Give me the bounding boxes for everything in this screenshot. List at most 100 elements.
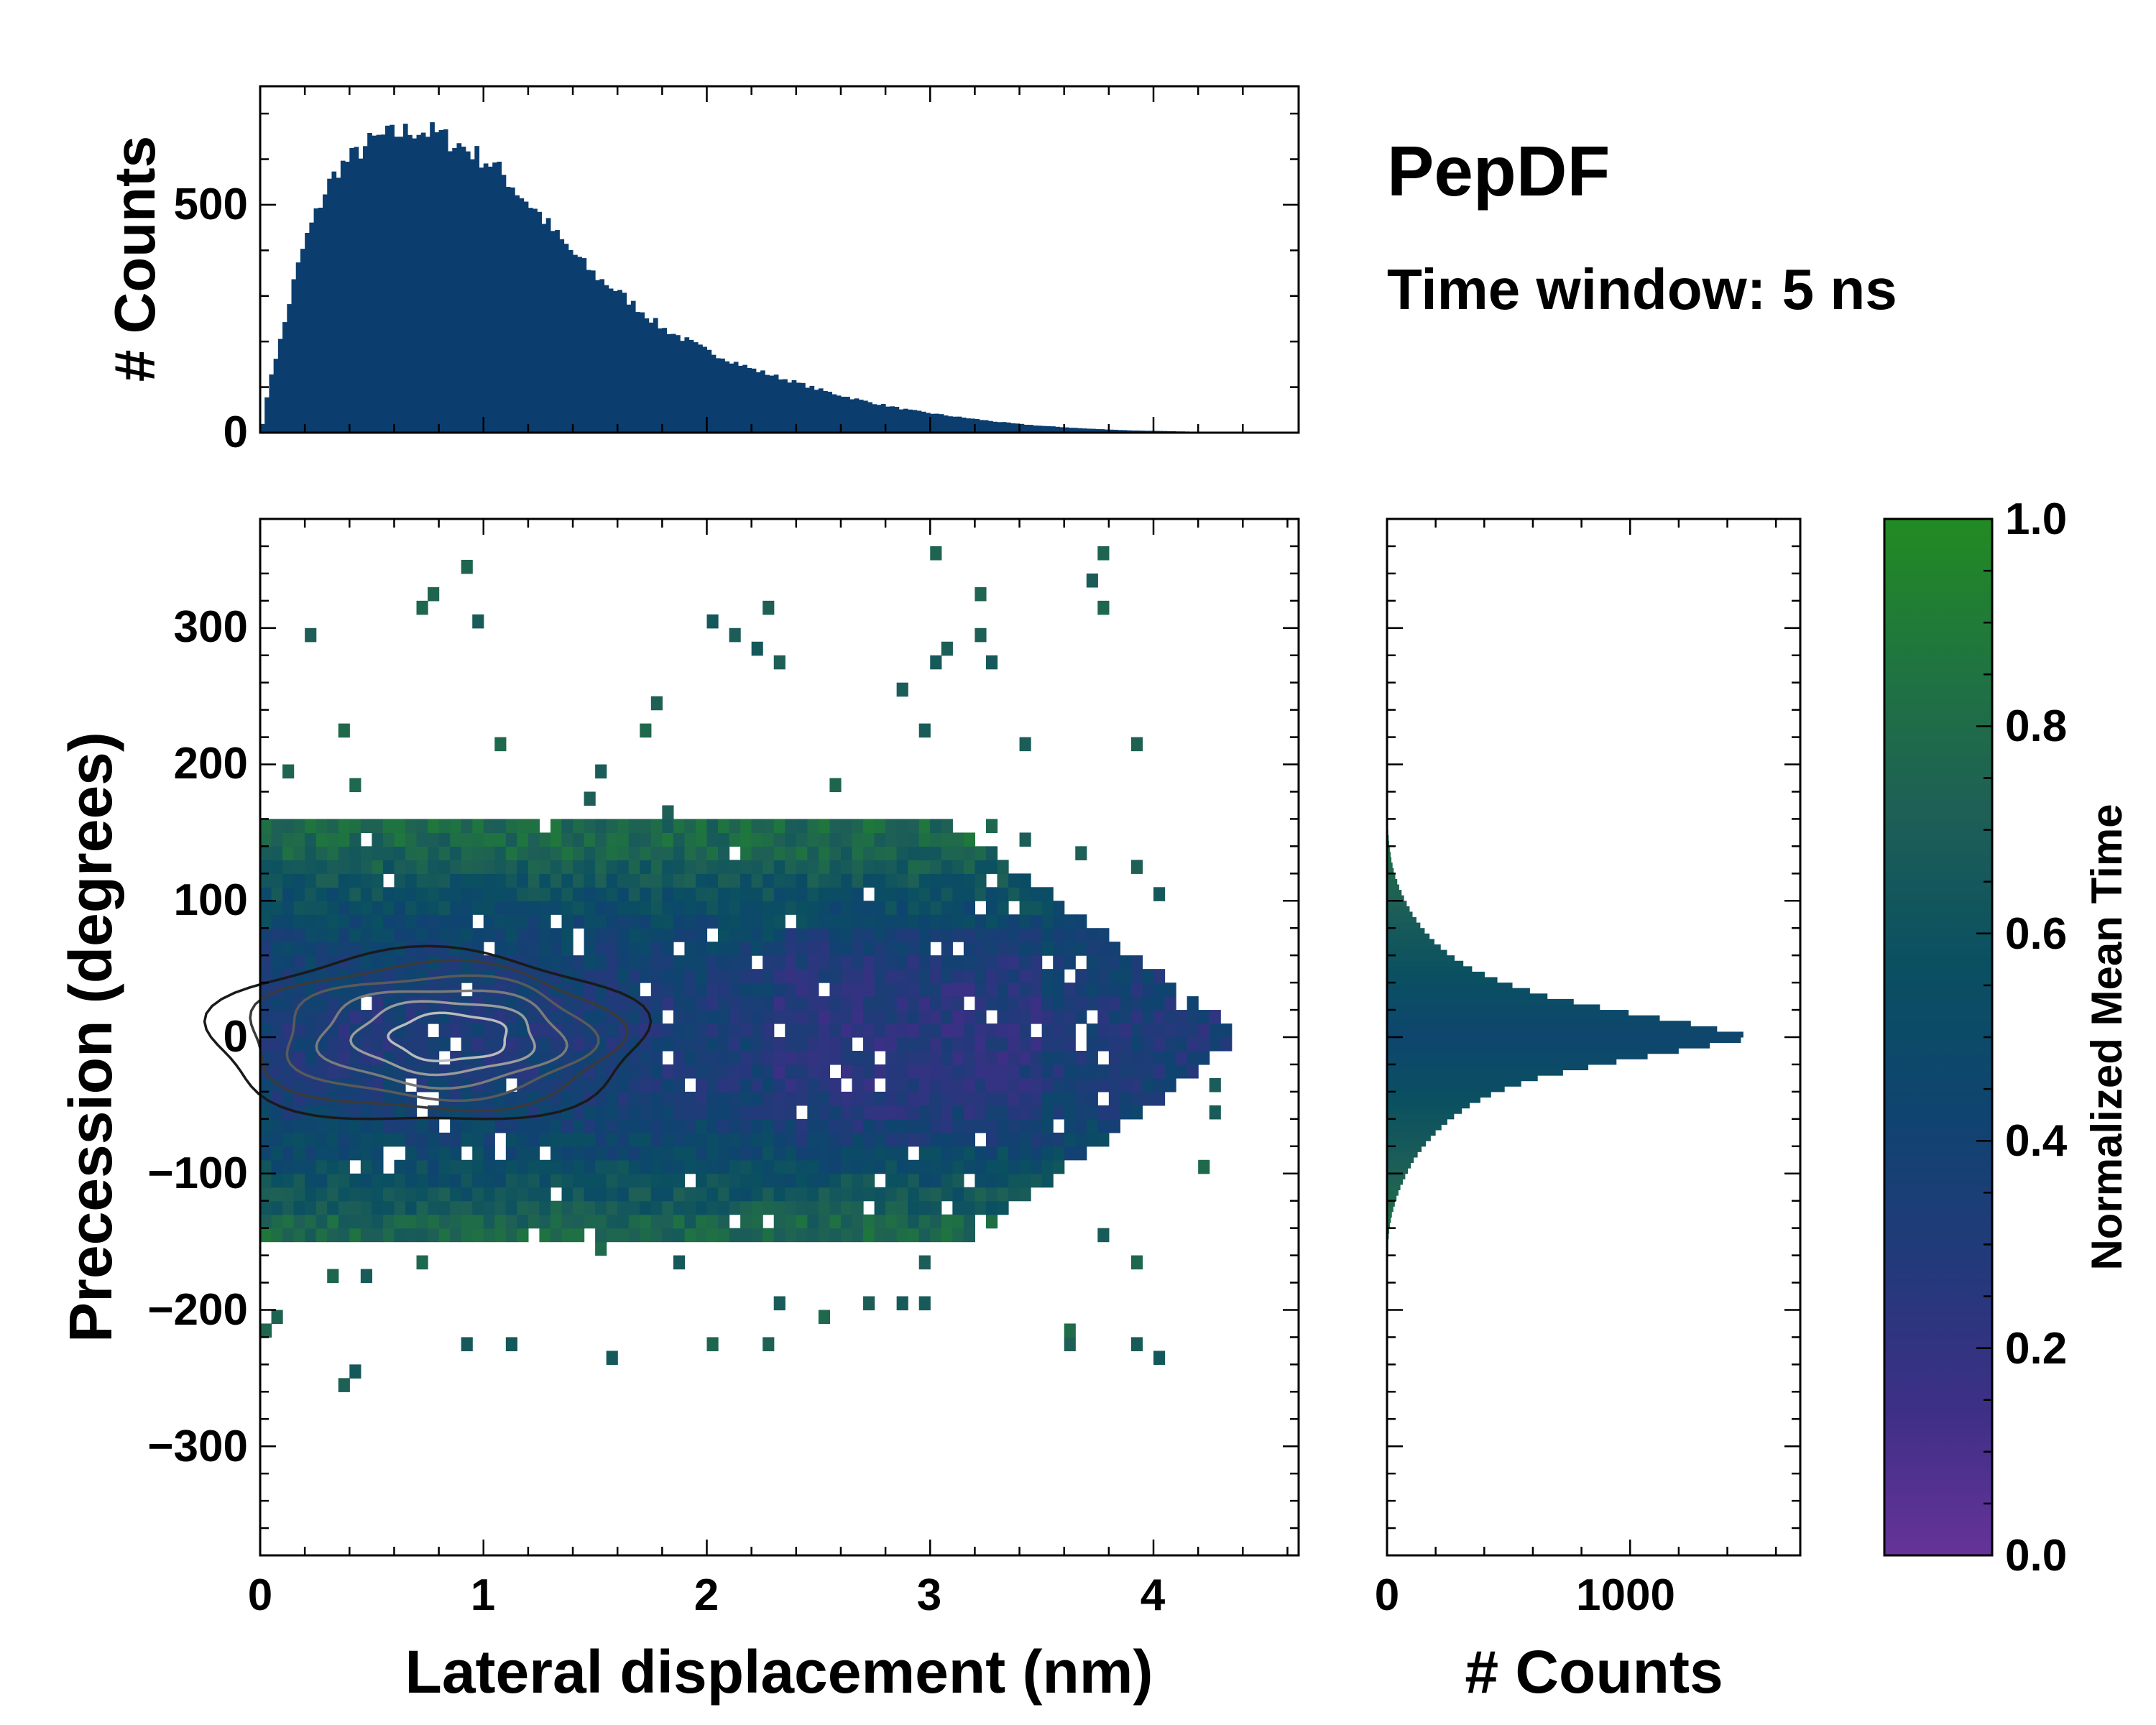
heatmap-cell bbox=[416, 1159, 428, 1174]
heatmap-cell bbox=[472, 1173, 484, 1188]
heatmap-cell bbox=[840, 1105, 853, 1120]
top-bar bbox=[854, 398, 860, 433]
heatmap-cell bbox=[874, 1037, 886, 1052]
heatmap-cell bbox=[729, 819, 741, 833]
heatmap-cell bbox=[561, 996, 573, 1011]
heatmap-cell bbox=[763, 1200, 775, 1215]
top-bar bbox=[1118, 430, 1123, 433]
heatmap-cell bbox=[349, 1037, 361, 1052]
heatmap-cell bbox=[305, 1159, 317, 1174]
heatmap-cell bbox=[997, 887, 1009, 901]
heatmap-cell bbox=[483, 1173, 495, 1188]
heatmap-cell bbox=[617, 914, 630, 929]
heatmap-cell bbox=[327, 928, 339, 942]
heatmap-cell bbox=[740, 1214, 752, 1229]
heatmap-cell bbox=[918, 1077, 931, 1092]
heatmap-cell bbox=[561, 1050, 573, 1065]
heatmap-cell bbox=[428, 1118, 440, 1133]
heatmap-cell bbox=[807, 1024, 819, 1038]
heatmap-cell bbox=[706, 1064, 719, 1079]
heatmap-cell bbox=[483, 1187, 495, 1202]
heatmap-cell bbox=[617, 996, 630, 1011]
top-bar bbox=[545, 218, 551, 433]
heatmap-cell bbox=[874, 819, 886, 833]
heatmap-cell bbox=[416, 887, 428, 901]
heatmap-cell bbox=[561, 1132, 573, 1147]
heatmap-cell bbox=[349, 846, 361, 860]
heatmap-cell bbox=[896, 983, 908, 997]
heatmap-cell bbox=[428, 928, 440, 942]
heatmap-cell bbox=[941, 1214, 953, 1229]
heatmap-cell bbox=[260, 1024, 272, 1038]
heatmap-cell bbox=[963, 1037, 976, 1052]
heatmap-cell bbox=[874, 942, 886, 956]
heatmap-cell bbox=[1130, 969, 1143, 983]
heatmap-cell bbox=[1053, 955, 1065, 970]
heatmap-cell bbox=[1041, 1010, 1054, 1024]
heatmap-cell bbox=[1053, 901, 1065, 915]
heatmap-cell bbox=[338, 928, 350, 942]
heatmap-cell bbox=[561, 819, 573, 833]
heatmap-cell bbox=[606, 969, 618, 983]
heatmap-cell bbox=[807, 832, 819, 847]
heatmap-cell bbox=[952, 1228, 964, 1243]
heatmap-cell bbox=[952, 1105, 964, 1120]
heatmap-cell bbox=[1008, 1037, 1021, 1052]
top-bar bbox=[688, 339, 694, 433]
heatmap-cell bbox=[729, 1132, 741, 1147]
heatmap-cell bbox=[315, 901, 328, 915]
heatmap-cell bbox=[606, 846, 618, 860]
heatmap-cell bbox=[416, 819, 428, 833]
heatmap-cell bbox=[305, 1077, 317, 1092]
heatmap-cell bbox=[863, 1064, 875, 1079]
heatmap-cell bbox=[416, 1228, 428, 1243]
heatmap-cell bbox=[997, 1173, 1009, 1188]
heatmap-cell bbox=[1019, 969, 1031, 983]
heatmap-cell bbox=[438, 1037, 451, 1052]
heatmap-cell bbox=[305, 1118, 317, 1133]
heatmap-cell bbox=[785, 955, 797, 970]
heatmap-cell bbox=[1086, 1024, 1098, 1038]
heatmap-cell bbox=[271, 887, 283, 901]
heatmap-cell bbox=[885, 914, 898, 929]
heatmap-cell bbox=[617, 1105, 630, 1120]
heatmap-cell bbox=[372, 819, 384, 833]
heatmap-cell bbox=[573, 887, 585, 901]
heatmap-cell bbox=[829, 832, 842, 847]
heatmap-cell bbox=[550, 1200, 563, 1215]
heatmap-cell bbox=[539, 1228, 551, 1243]
heatmap-cell bbox=[428, 860, 440, 874]
heatmap-cell bbox=[327, 1159, 339, 1174]
heatmap-cell bbox=[1019, 996, 1031, 1011]
heatmap-cell bbox=[985, 1024, 998, 1038]
heatmap-cell bbox=[963, 1159, 976, 1174]
heatmap-cell bbox=[517, 1187, 529, 1202]
heatmap-cell bbox=[650, 1024, 663, 1038]
right-bar bbox=[1387, 993, 1548, 1000]
heatmap-cell bbox=[461, 832, 473, 847]
heatmap-cell bbox=[963, 1050, 976, 1065]
heatmap-cell bbox=[617, 887, 630, 901]
heatmap-cell bbox=[975, 1146, 987, 1161]
heatmap-cell bbox=[338, 1146, 350, 1161]
top-bar bbox=[295, 262, 301, 433]
heatmap-cell bbox=[896, 887, 908, 901]
heatmap-cell bbox=[829, 983, 842, 997]
heatmap-cell bbox=[483, 914, 495, 929]
heatmap-cell bbox=[338, 914, 350, 929]
heatmap-cell bbox=[650, 887, 663, 901]
heatmap-cell bbox=[595, 914, 607, 929]
heatmap-cell bbox=[785, 1105, 797, 1120]
heatmap-cell bbox=[405, 860, 418, 874]
right-bar bbox=[1387, 1141, 1427, 1147]
heatmap-cell bbox=[785, 1010, 797, 1024]
heatmap-cell bbox=[908, 1077, 920, 1092]
top-bar bbox=[1086, 428, 1092, 433]
heatmap-cell bbox=[584, 860, 596, 874]
heatmap-cell bbox=[349, 942, 361, 956]
heatmap-cell bbox=[1086, 955, 1098, 970]
heatmap-cell bbox=[405, 996, 418, 1011]
heatmap-cell bbox=[718, 1050, 730, 1065]
heatmap-cell bbox=[617, 1146, 630, 1161]
